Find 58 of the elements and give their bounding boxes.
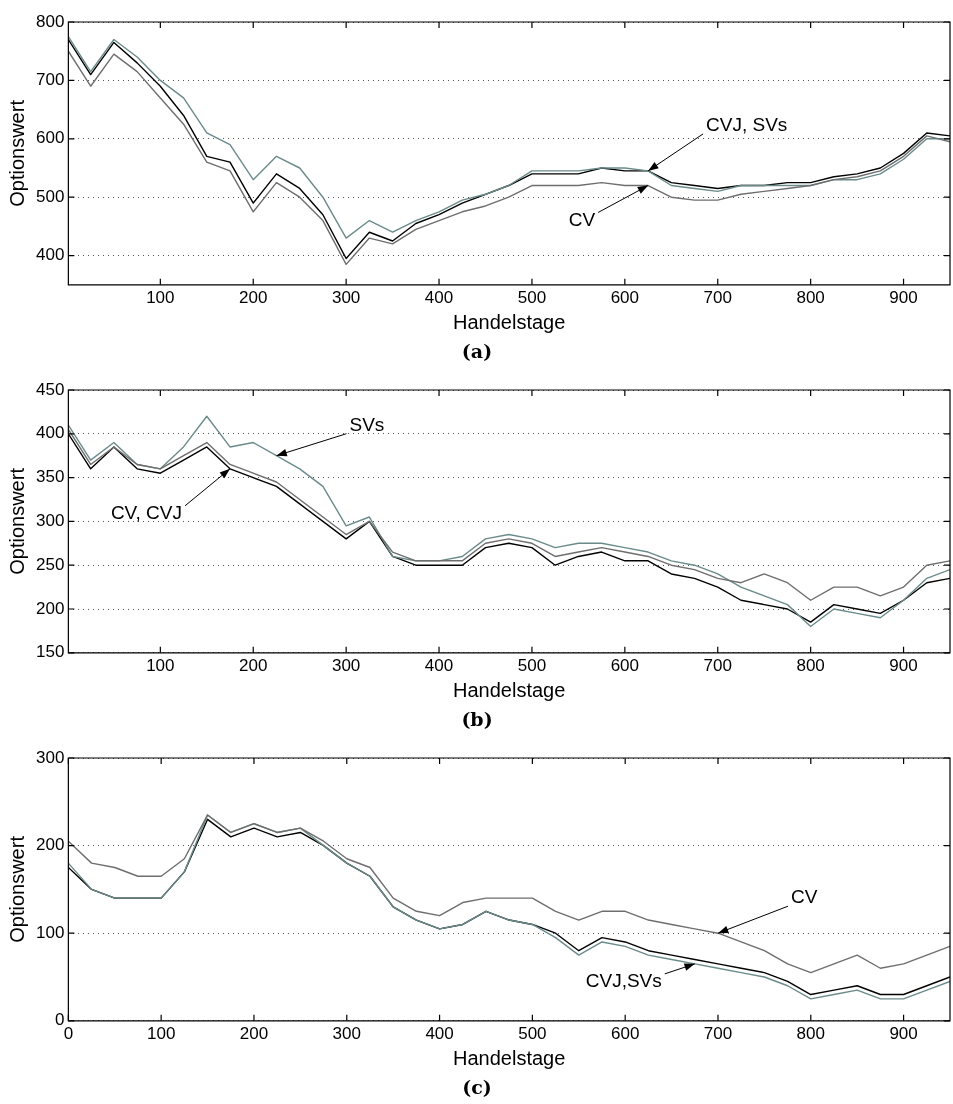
x-tick-label: 300 (332, 1023, 361, 1043)
annotation: CV (790, 886, 818, 908)
y-tick-label: 800 (35, 11, 65, 31)
x-tick-label: 500 (517, 287, 547, 307)
x-tick-label: 200 (239, 287, 268, 307)
y-tick-label: 400 (35, 245, 65, 265)
y-tick-label: 0 (54, 1010, 65, 1030)
y-axis-title: Optionswert (5, 467, 28, 575)
x-axis-title: Handelstage (453, 678, 566, 701)
annotation: CV (568, 208, 596, 230)
x-tick-label: 900 (889, 655, 918, 675)
x-tick-label: 300 (331, 655, 361, 675)
x-tick-label: 300 (331, 287, 361, 307)
x-tick-label: 200 (239, 655, 268, 675)
y-tick-label: 200 (35, 835, 65, 855)
x-tick-label: 100 (146, 655, 175, 675)
text: (c) (462, 1075, 492, 1098)
x-tick-label: 700 (703, 655, 732, 675)
y-tick-label: 300 (35, 511, 65, 531)
y-tick-label: 700 (35, 70, 65, 90)
x-tick-label: 400 (424, 655, 454, 675)
text: (a) (461, 339, 493, 362)
x-tick-label: 500 (518, 1023, 547, 1043)
x-tick-label: 600 (611, 1023, 640, 1043)
x-tick-label: 700 (703, 287, 732, 307)
y-tick-label: 300 (35, 747, 65, 767)
x-tick-label: 100 (146, 287, 175, 307)
x-tick-label: 800 (796, 287, 825, 307)
y-tick-label: 500 (35, 186, 65, 206)
annotation: CV, CVJ (110, 502, 183, 524)
x-tick-label: 100 (146, 1023, 176, 1043)
x-tick-label: 400 (424, 287, 454, 307)
y-tick-label: 100 (35, 922, 65, 942)
x-tick-label: 800 (796, 1023, 825, 1043)
y-tick-label: 350 (35, 467, 65, 487)
y-axis-title: Optionswert (5, 99, 28, 207)
x-tick-label: 200 (239, 1023, 269, 1043)
y-tick-label: 600 (35, 128, 65, 148)
y-tick-label: 200 (35, 598, 65, 618)
x-tick-label: 400 (425, 1023, 454, 1043)
x-axis-title: Handelstage (453, 1046, 566, 1069)
x-tick-label: 600 (610, 287, 640, 307)
y-axis-title: Optionswert (5, 835, 28, 943)
x-tick-label: 600 (610, 655, 640, 675)
annotation: CVJ, SVs (706, 114, 788, 136)
x-tick-label: 900 (889, 287, 918, 307)
y-tick-label: 250 (35, 554, 65, 574)
y-tick-label: 400 (35, 423, 65, 443)
annotation: CVJ,SVs (585, 970, 662, 992)
annotation: SVs (349, 413, 385, 435)
y-tick-label: 150 (35, 642, 65, 662)
x-tick-label: 800 (796, 655, 825, 675)
x-axis-title: Handelstage (453, 310, 566, 333)
x-tick-label: 500 (517, 655, 547, 675)
x-tick-label: 700 (703, 1023, 733, 1043)
y-tick-label: 450 (35, 379, 65, 399)
x-tick-label: 900 (889, 1023, 918, 1043)
text: (b) (461, 707, 493, 730)
